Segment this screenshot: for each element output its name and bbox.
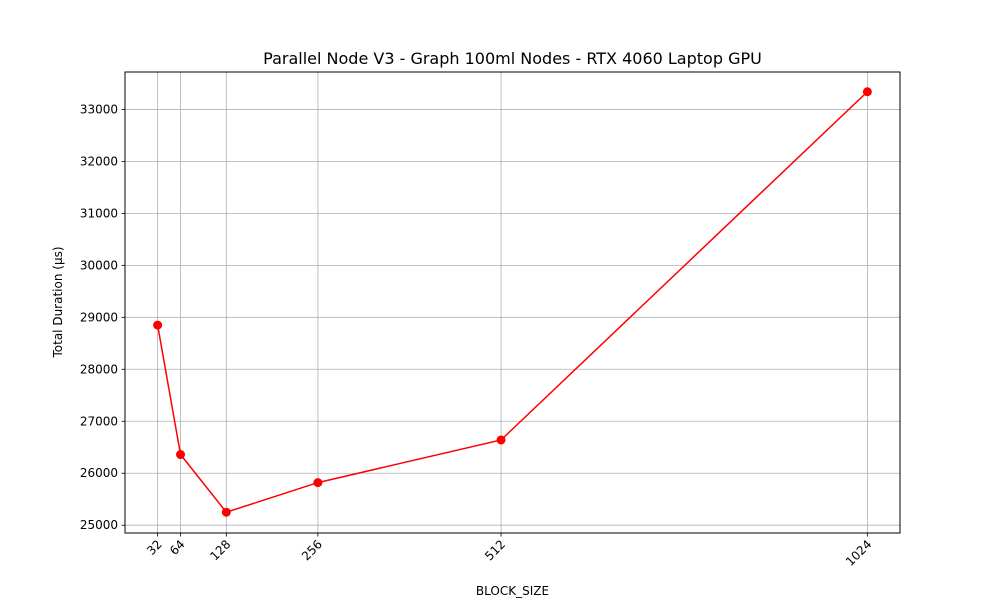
- y-tick-label: 31000: [80, 206, 118, 220]
- series-layer: [153, 87, 872, 517]
- data-point: [862, 87, 872, 97]
- data-point: [496, 435, 506, 445]
- y-tick-label: 26000: [80, 466, 118, 480]
- series-line: [156, 91, 868, 514]
- y-axis-label: Total Duration (µs): [51, 246, 65, 358]
- plot-frame: [124, 71, 901, 534]
- y-tick-label: 30000: [80, 258, 118, 272]
- grid-lines: [125, 72, 900, 533]
- y-tick-label: 33000: [80, 102, 118, 116]
- y-tick-label: 28000: [80, 362, 118, 376]
- y-tick-label: 32000: [80, 154, 118, 168]
- y-tick-label: 27000: [80, 414, 118, 428]
- data-point: [153, 320, 163, 330]
- data-point: [221, 507, 231, 517]
- data-point: [313, 478, 323, 488]
- chart-title: Parallel Node V3 - Graph 100ml Nodes - R…: [263, 49, 762, 68]
- x-axis-label: BLOCK_SIZE: [476, 584, 549, 598]
- data-point: [176, 450, 186, 460]
- y-tick-label: 25000: [80, 518, 118, 532]
- y-tick-label: 29000: [80, 310, 118, 324]
